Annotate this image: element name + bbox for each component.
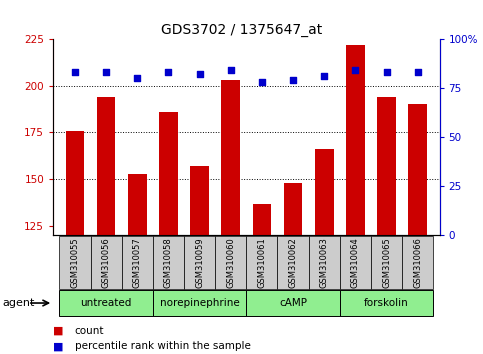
Text: GSM310062: GSM310062 (288, 237, 298, 288)
Point (289, 78, 297, 83)
Point (258, 79, 266, 85)
Text: percentile rank within the sample: percentile rank within the sample (75, 341, 251, 351)
FancyBboxPatch shape (215, 236, 246, 289)
Point (165, 69, 172, 75)
Text: forskolin: forskolin (364, 298, 409, 308)
FancyBboxPatch shape (153, 236, 184, 289)
Point (352, 68, 359, 73)
Point (196, 72, 203, 77)
Bar (346, 45, 365, 354)
FancyBboxPatch shape (90, 236, 122, 289)
FancyBboxPatch shape (153, 290, 246, 316)
Point (71, 69, 79, 75)
Text: norepinephrine: norepinephrine (160, 298, 240, 308)
Bar (66, 131, 85, 354)
Text: GSM310066: GSM310066 (413, 237, 422, 288)
Bar (315, 149, 334, 354)
Bar (97, 97, 115, 354)
Text: count: count (75, 326, 104, 336)
Point (320, 73, 328, 79)
Bar (408, 104, 427, 354)
Bar (221, 80, 240, 354)
FancyBboxPatch shape (122, 236, 153, 289)
Text: GSM310064: GSM310064 (351, 237, 360, 288)
Text: GSM310060: GSM310060 (226, 237, 235, 288)
Text: agent: agent (2, 298, 35, 308)
Bar (128, 174, 147, 354)
Text: ■: ■ (53, 341, 64, 351)
FancyBboxPatch shape (278, 236, 309, 289)
Point (414, 69, 422, 75)
FancyBboxPatch shape (59, 290, 153, 316)
FancyBboxPatch shape (59, 236, 90, 289)
Point (383, 69, 390, 75)
Text: GSM310055: GSM310055 (71, 237, 79, 288)
FancyBboxPatch shape (371, 236, 402, 289)
Text: GSM310063: GSM310063 (320, 237, 329, 288)
Bar (284, 183, 302, 354)
FancyBboxPatch shape (184, 236, 215, 289)
Bar (159, 112, 178, 354)
Text: cAMP: cAMP (279, 298, 307, 308)
Text: GDS3702 / 1375647_at: GDS3702 / 1375647_at (161, 23, 322, 37)
Text: GSM310057: GSM310057 (133, 237, 142, 288)
FancyBboxPatch shape (309, 236, 340, 289)
Point (133, 75, 141, 81)
Bar (190, 166, 209, 354)
FancyBboxPatch shape (402, 236, 433, 289)
FancyBboxPatch shape (340, 290, 433, 316)
Text: GSM310061: GSM310061 (257, 237, 267, 288)
Text: ■: ■ (53, 326, 64, 336)
Text: GSM310065: GSM310065 (382, 237, 391, 288)
FancyBboxPatch shape (246, 290, 340, 316)
Text: untreated: untreated (80, 298, 132, 308)
Text: GSM310059: GSM310059 (195, 237, 204, 288)
FancyBboxPatch shape (340, 236, 371, 289)
Point (227, 68, 235, 73)
Text: GSM310058: GSM310058 (164, 237, 173, 288)
FancyBboxPatch shape (246, 236, 278, 289)
Text: GSM310056: GSM310056 (101, 237, 111, 288)
Point (102, 69, 110, 75)
Bar (253, 204, 271, 354)
Bar (377, 97, 396, 354)
